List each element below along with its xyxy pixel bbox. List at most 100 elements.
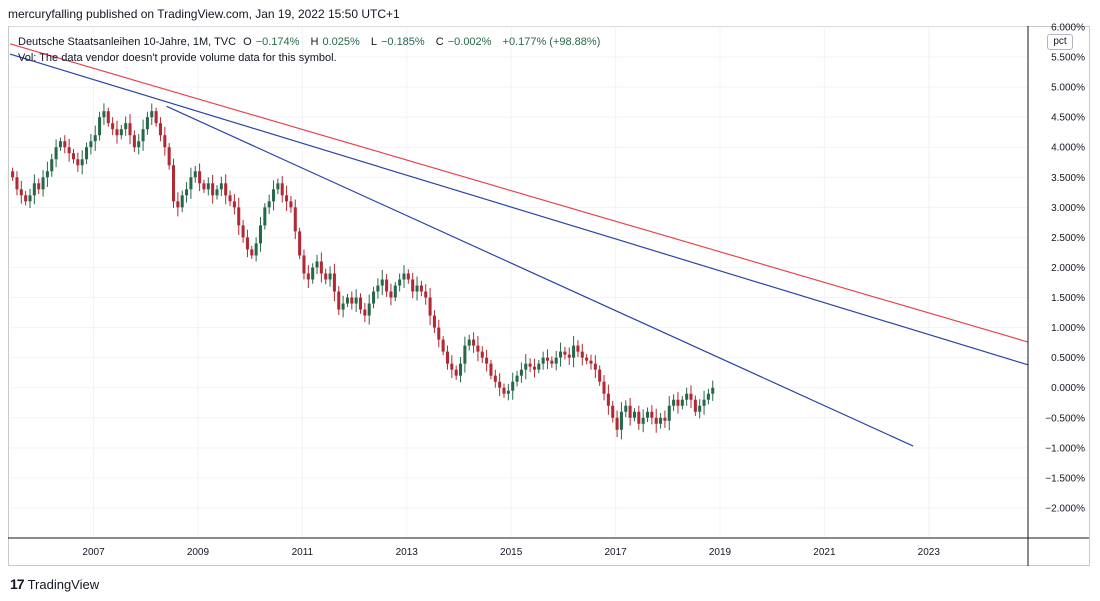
candle-body bbox=[515, 375, 519, 382]
candle-body bbox=[119, 129, 123, 136]
candle-body bbox=[93, 135, 97, 142]
candle-body bbox=[176, 201, 180, 208]
candle-body bbox=[485, 357, 489, 364]
candle-body bbox=[32, 183, 36, 196]
candle-body bbox=[476, 345, 480, 352]
candle-body bbox=[398, 279, 402, 286]
candle-body bbox=[102, 111, 106, 118]
candle-body bbox=[206, 183, 210, 190]
candle-body bbox=[363, 309, 367, 316]
legend-change: +0.177% (+98.88%) bbox=[502, 36, 601, 48]
legend-low-label: L bbox=[370, 36, 377, 48]
trendline-blue bbox=[9, 53, 1029, 366]
candle-body bbox=[80, 159, 84, 166]
candle-body bbox=[28, 195, 32, 202]
candle-body bbox=[67, 147, 71, 154]
legend-high: H 0.025% bbox=[311, 36, 364, 48]
candle-body bbox=[615, 417, 619, 430]
candle-body bbox=[498, 381, 502, 388]
time-axis: 2007 2009 2011 2013 2015 2017 2019 2021 2023 bbox=[8, 537, 1089, 558]
candle-body bbox=[280, 183, 284, 196]
candle-body bbox=[19, 189, 23, 196]
candle-body bbox=[411, 279, 415, 292]
candle-body bbox=[676, 399, 680, 406]
y-tick-label: −0.500% bbox=[1045, 413, 1085, 424]
candle-body bbox=[393, 285, 397, 298]
candle-body bbox=[619, 411, 623, 430]
candle-body bbox=[145, 117, 149, 130]
candle-body bbox=[189, 177, 193, 190]
candle-body bbox=[628, 405, 632, 418]
candle-body bbox=[158, 123, 162, 136]
candle-body bbox=[276, 183, 280, 190]
candle-body bbox=[15, 177, 19, 190]
x-tick-label: 2009 bbox=[187, 547, 210, 558]
candle-body bbox=[624, 405, 628, 412]
legend-close: C −0.002% bbox=[436, 36, 496, 48]
candle-body bbox=[432, 315, 436, 328]
candle-body bbox=[250, 249, 254, 256]
candle-body bbox=[41, 177, 45, 190]
grid-layer bbox=[10, 26, 1028, 538]
candle-body bbox=[706, 393, 710, 400]
candle-body bbox=[11, 171, 15, 178]
y-tick-label: −2.000% bbox=[1045, 503, 1085, 514]
x-tick-label: 2021 bbox=[813, 547, 836, 558]
candle-body bbox=[450, 363, 454, 370]
candle-body bbox=[185, 189, 189, 196]
candle-body bbox=[415, 285, 419, 292]
candle-body bbox=[289, 201, 293, 208]
candle-body bbox=[506, 390, 510, 394]
candle-body bbox=[524, 363, 528, 370]
candle-body bbox=[406, 273, 410, 280]
candle-body bbox=[293, 207, 297, 232]
candle-body bbox=[532, 366, 536, 370]
candle-body bbox=[580, 351, 584, 358]
candle-body bbox=[193, 171, 197, 178]
unit-badge[interactable]: pct bbox=[1047, 34, 1073, 50]
candle-body bbox=[324, 273, 328, 280]
y-tick-label: 5.000% bbox=[1051, 83, 1085, 94]
y-tick-label: 2.500% bbox=[1051, 233, 1085, 244]
candle-body bbox=[45, 171, 49, 178]
candle-body bbox=[559, 351, 563, 358]
candle-body bbox=[554, 357, 558, 364]
candle-body bbox=[211, 183, 215, 196]
candle-body bbox=[385, 279, 389, 292]
candle-body bbox=[302, 255, 306, 274]
candle-body bbox=[593, 363, 597, 370]
y-tick-label: 3.500% bbox=[1051, 173, 1085, 184]
candle-body bbox=[367, 303, 371, 316]
trendline-layer bbox=[9, 43, 1029, 447]
candle-body bbox=[502, 387, 506, 394]
y-tick-label: 4.000% bbox=[1051, 143, 1085, 154]
y-tick-label: 5.500% bbox=[1051, 53, 1085, 64]
candle-body bbox=[693, 399, 697, 412]
x-tick-label: 2015 bbox=[500, 547, 523, 558]
candle-body bbox=[567, 354, 571, 358]
candle-body bbox=[689, 393, 693, 400]
candle-body bbox=[115, 129, 119, 136]
candle-body bbox=[24, 195, 28, 202]
candle-body bbox=[645, 411, 650, 418]
candle-body bbox=[258, 225, 263, 244]
candle-body bbox=[328, 273, 332, 280]
candle-body bbox=[237, 207, 241, 226]
y-tick-label: 2.000% bbox=[1051, 263, 1085, 274]
legend-symbol: Deutsche Staatsanleihen 10-Jahre, 1M, TV… bbox=[18, 36, 237, 48]
y-tick-label: 6.000% bbox=[1051, 23, 1085, 34]
candle-body bbox=[380, 279, 384, 286]
y-tick-label: 1.500% bbox=[1051, 293, 1085, 304]
candle-body bbox=[437, 327, 441, 340]
candle-body bbox=[680, 399, 684, 406]
legend-high-label: H bbox=[310, 36, 319, 48]
x-tick-label: 2019 bbox=[709, 547, 732, 558]
candle-body bbox=[519, 369, 523, 376]
candle-body bbox=[228, 195, 232, 202]
legend-low-value: −0.185% bbox=[380, 36, 425, 48]
candle-body bbox=[372, 291, 376, 304]
candle-body bbox=[58, 141, 62, 148]
y-tick-label: 4.500% bbox=[1051, 113, 1085, 124]
candle-body bbox=[254, 243, 258, 256]
